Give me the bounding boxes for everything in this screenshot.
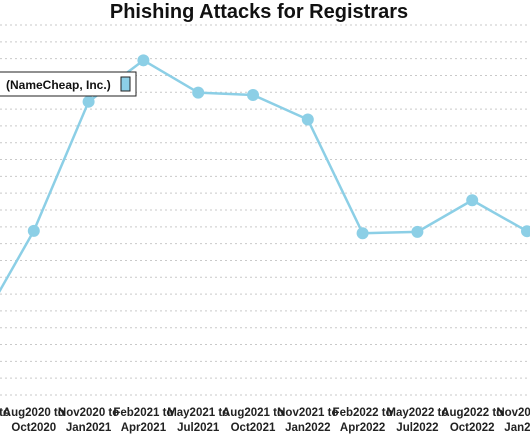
x-tick-label-end: Jul2021	[177, 422, 220, 434]
x-tick-label: Nov2020 to	[58, 407, 119, 419]
data-point	[521, 225, 530, 238]
x-tick-label-end: Oct2021	[231, 422, 276, 434]
x-axis-ticks: May2020 toJul2020Aug2020 toOct2020Nov202…	[0, 407, 530, 434]
x-tick-label: Aug2022 to	[441, 407, 503, 419]
x-tick-label-end: Apr2021	[121, 422, 167, 434]
x-tick-label-end: Jan2021	[66, 422, 112, 434]
data-point	[466, 194, 479, 207]
gridlines	[0, 24, 530, 396]
data-point	[27, 224, 40, 237]
legend-label: (NameCheap, Inc.)	[6, 78, 111, 92]
x-tick-label-end: Jul2022	[396, 422, 438, 434]
x-tick-label: May2022 to	[386, 407, 448, 419]
series-markers	[27, 54, 530, 240]
chart-title: Phishing Attacks for Registrars	[110, 1, 408, 23]
data-point	[247, 88, 259, 101]
data-point	[411, 225, 424, 238]
x-tick-label: Nov2022 to	[496, 407, 530, 419]
x-tick-label: May2020 to	[0, 407, 10, 419]
data-point	[137, 54, 150, 67]
series-line	[0, 59, 530, 293]
x-tick-label: May2021 to	[167, 407, 229, 419]
x-tick-label-end: Apr2022	[340, 422, 385, 434]
legend-swatch	[120, 76, 131, 92]
data-point	[82, 95, 95, 108]
data-point	[301, 113, 314, 126]
x-tick-label: Aug2021 to	[222, 407, 284, 419]
x-tick-label-end: Oct2020	[11, 422, 56, 434]
x-tick-label: Nov2021 to	[277, 407, 338, 419]
x-tick-label-end: Jan2022	[285, 422, 330, 434]
x-tick-label-end: Oct2022	[450, 422, 495, 434]
data-point	[192, 86, 205, 99]
x-tick-label: Feb2022 to	[333, 407, 393, 419]
x-tick-label-end: Jan2023	[504, 422, 530, 434]
x-tick-label: Aug2020 to	[3, 407, 65, 419]
x-tick-label: Feb2021 to	[113, 407, 173, 419]
data-point	[356, 227, 369, 240]
legend-box	[0, 71, 137, 97]
legend: (NameCheap, Inc.)	[0, 71, 137, 97]
